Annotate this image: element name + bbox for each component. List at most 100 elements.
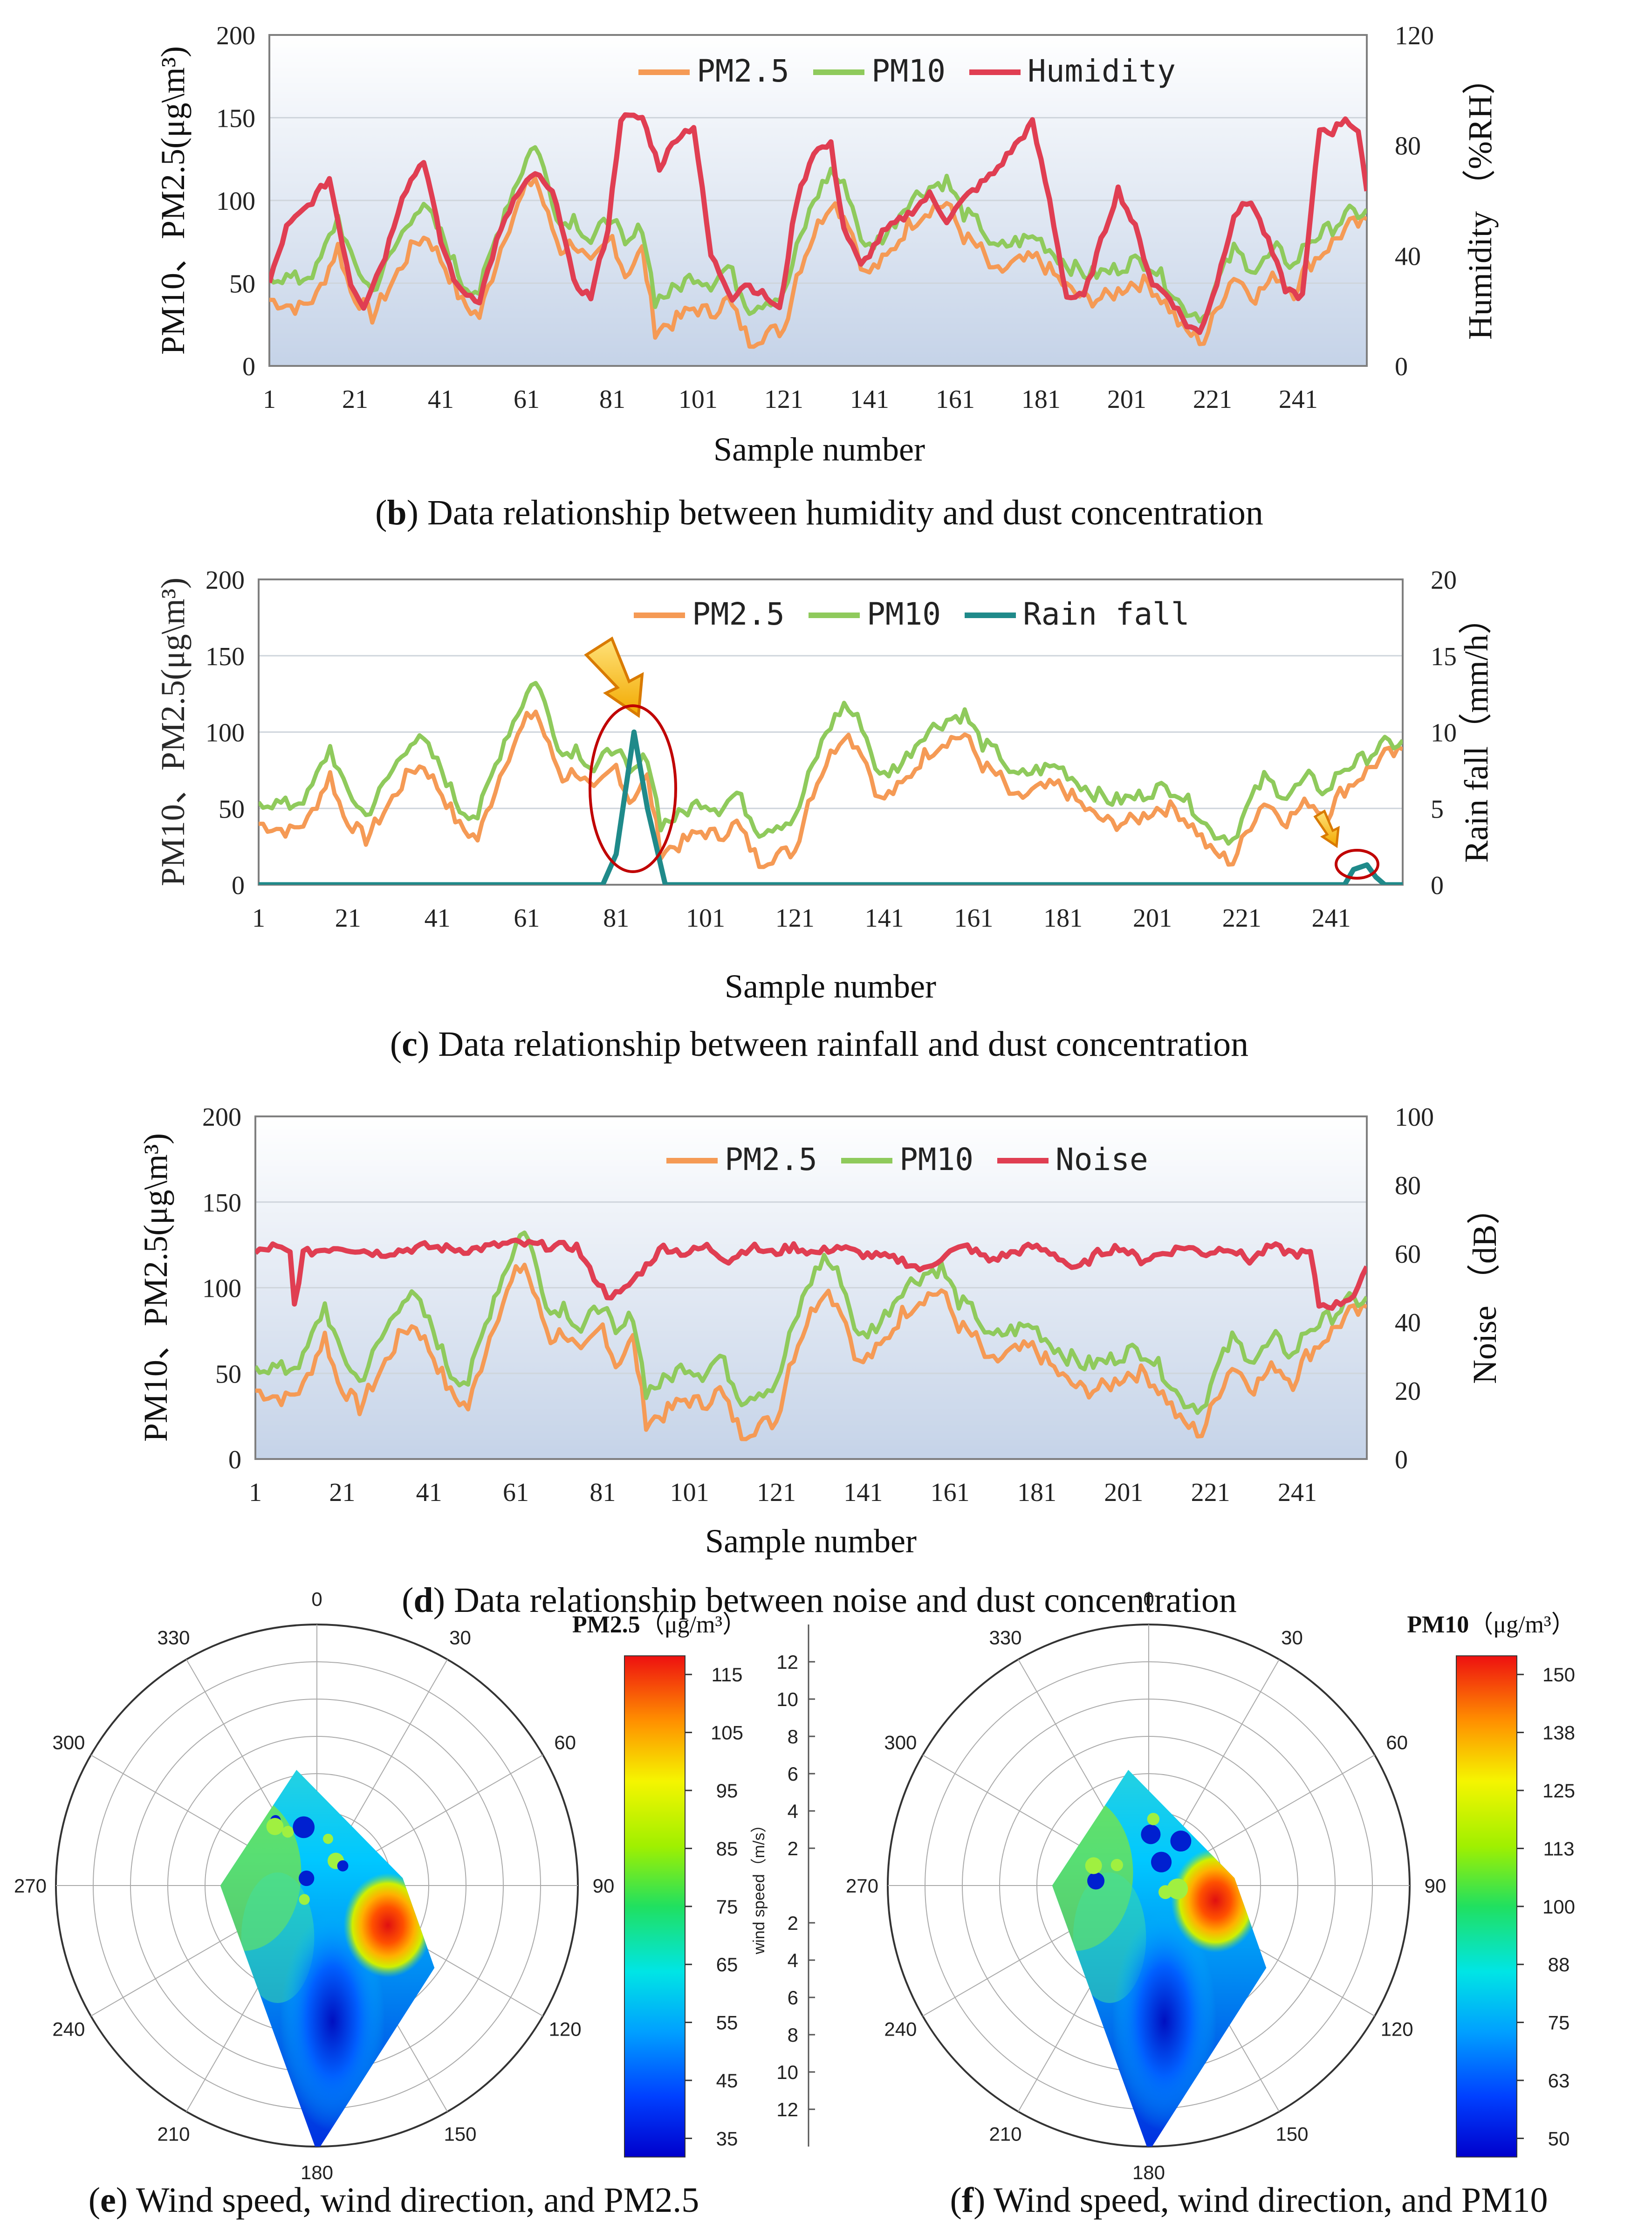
- radial-tick-label: 6: [788, 1763, 798, 1785]
- colorbar-tick-label: 138: [1542, 1722, 1575, 1744]
- angle-tick: 0: [311, 1588, 322, 1610]
- hot-zone: [343, 1873, 432, 1978]
- y-tick-left: 200: [202, 1103, 241, 1132]
- series-line-pm10: [269, 145, 1367, 324]
- rain-annotation-arrow-large: [584, 636, 644, 718]
- radial-axis-label: wind speed（m/s）: [750, 1817, 768, 1955]
- angle-tick: 210: [157, 2123, 190, 2145]
- gridlines: [255, 1201, 1367, 1374]
- y-tick-left: 200: [216, 21, 255, 50]
- y-tick-right: 40: [1395, 242, 1421, 271]
- colorbar-tick-label: 75: [716, 1896, 738, 1918]
- angle-tick: 330: [989, 1626, 1021, 1648]
- rain-highlight-ellipse-large: [589, 704, 677, 873]
- cold-zone: [280, 1912, 385, 2131]
- angle-tick: 0: [1143, 1588, 1154, 1610]
- angle-tick: 150: [444, 2123, 476, 2145]
- x-tick-label: 21: [335, 904, 361, 933]
- y-tick-right: 60: [1395, 1240, 1421, 1269]
- colorbar-tick-label: 105: [711, 1722, 743, 1744]
- x-tick-label: 181: [1043, 904, 1083, 933]
- colorbar: [1456, 1655, 1517, 2158]
- colorbar-title: PM10（μg/m³）: [1407, 1611, 1575, 1638]
- y-tick-right: 40: [1395, 1308, 1421, 1337]
- y-axis-right-label: Noise （dB）: [1466, 1191, 1503, 1384]
- caption-text: ) Wind speed, wind direction, and PM10: [973, 2181, 1548, 2220]
- colorbar-title: PM2.5（μg/m³）: [572, 1611, 747, 1638]
- angle-tick: 240: [52, 2018, 85, 2040]
- angle-tick: 240: [884, 2018, 917, 2040]
- colorbar-tick-label: 115: [712, 1664, 743, 1686]
- x-tick-label: 1: [249, 1478, 262, 1507]
- heat-speckle: [1167, 1878, 1188, 1900]
- heat-speckle: [293, 1816, 315, 1838]
- angle-tick: 300: [884, 1732, 917, 1754]
- angle-tick: 180: [1132, 2161, 1165, 2183]
- radial-tick-label: 2: [788, 1838, 798, 1859]
- x-tick-label: 221: [1191, 1478, 1230, 1507]
- colorbar-tick-label: 100: [1542, 1896, 1575, 1918]
- x-tick-label: 41: [428, 385, 454, 414]
- y-tick-left: 0: [232, 871, 245, 900]
- colorbar-tick-label: 150: [1542, 1664, 1575, 1686]
- x-tick-label: 21: [342, 385, 368, 414]
- x-tick-label: 41: [425, 904, 451, 933]
- y-tick-left: 150: [202, 1189, 241, 1218]
- plot-frame: [268, 34, 1368, 367]
- rainfall-dust-chart: 1 21 41 61 81 101 121 141 161 181 201 221 2410501001…: [154, 566, 1495, 1064]
- angle-tick: 90: [593, 1875, 615, 1897]
- legend-label: PM2.5: [725, 1142, 817, 1177]
- x-tick-label: 161: [931, 1478, 970, 1507]
- colorbar: [624, 1655, 685, 2158]
- x-tick-label: 181: [1021, 385, 1061, 414]
- y-tick-right: 80: [1395, 1171, 1421, 1200]
- heat-speckle: [1151, 1852, 1172, 1872]
- x-tick-label: 141: [843, 1478, 883, 1507]
- x-tick-label: 201: [1104, 1478, 1143, 1507]
- y-tick-left: 100: [206, 719, 245, 748]
- caption-letter: f: [962, 2181, 974, 2220]
- angle-tick: 270: [846, 1875, 878, 1897]
- y-tick-left: 150: [216, 104, 255, 133]
- y-tick-right: 100: [1395, 1103, 1434, 1132]
- heat-speckle: [1158, 1885, 1172, 1900]
- x-tick-label: 81: [599, 385, 625, 414]
- heat-speckle: [1141, 1824, 1161, 1845]
- angle-tick: 30: [449, 1626, 471, 1648]
- heat-speckle: [323, 1833, 333, 1844]
- legend-label: Humidity: [1028, 53, 1176, 89]
- radial-tick-label: 12: [776, 1651, 798, 1673]
- colorbar-tick-label: 65: [716, 1954, 738, 1975]
- x-tick-label: 61: [514, 385, 540, 414]
- x-tick-label: 81: [603, 904, 629, 933]
- radial-tick-label: 2: [788, 1912, 798, 1934]
- x-tick-label: 121: [764, 385, 803, 414]
- radial-tick-label: 8: [788, 1726, 798, 1748]
- heat-speckle: [1087, 1872, 1105, 1890]
- caption-c: (c) Data relationship between rainfall a…: [390, 1025, 1248, 1064]
- heat-speckle: [282, 1826, 294, 1838]
- x-tick-label: 221: [1193, 385, 1232, 414]
- legend-label: PM10: [871, 53, 946, 89]
- y-axis-left-label: PM10、PM2.5(μg\m³): [154, 46, 192, 355]
- y-tick-right: 15: [1431, 642, 1457, 671]
- caption-b: (b) Data relationship between humidity a…: [375, 493, 1263, 532]
- angle-tick: 60: [554, 1732, 576, 1754]
- x-tick-label: 221: [1222, 904, 1261, 933]
- series-line-pm2-5: [259, 709, 1403, 869]
- caption-letter: c: [402, 1025, 418, 1064]
- x-axis-label: Sample number: [713, 431, 925, 468]
- x-tick-label: 201: [1107, 385, 1146, 414]
- x-tick-label: 1: [263, 385, 276, 414]
- caption-text: ) Wind speed, wind direction, and PM2.5: [116, 2181, 699, 2220]
- series-line-pm10: [255, 1230, 1367, 1415]
- caption-d: (d) Data relationship between noise and …: [402, 1581, 1237, 1620]
- heat-speckle: [1110, 1858, 1124, 1872]
- colorbar-title-bold: PM2.5: [572, 1611, 640, 1638]
- x-tick-label: 81: [590, 1478, 616, 1507]
- y-tick-left: 50: [219, 795, 245, 824]
- x-tick-label: 121: [757, 1478, 796, 1507]
- heat-speckle: [298, 1870, 315, 1886]
- y-axis-right-label: Humidity （%RH）: [1461, 61, 1499, 340]
